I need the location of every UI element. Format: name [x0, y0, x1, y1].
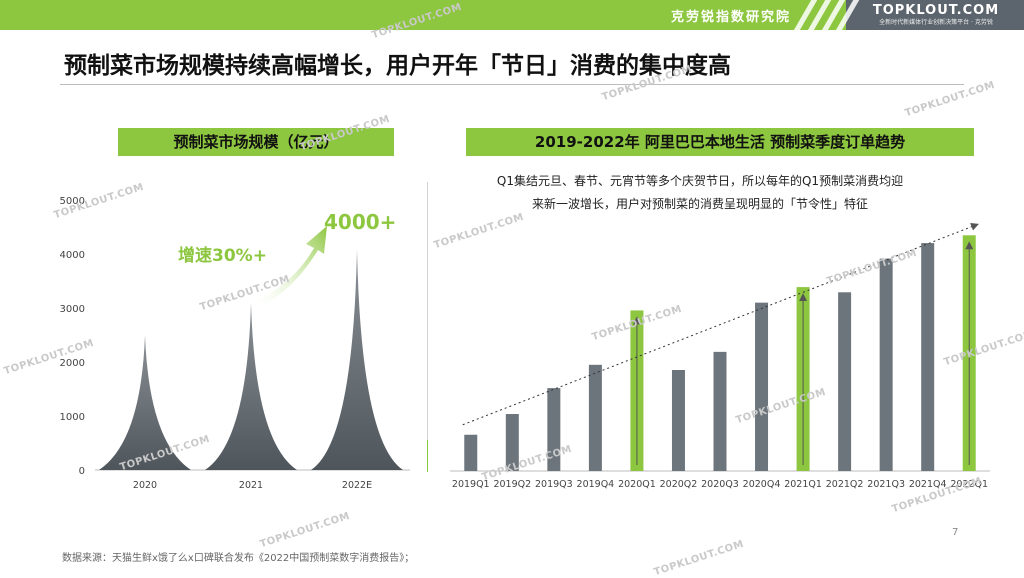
order-bar	[713, 351, 727, 471]
y-tick-label: 1000	[60, 412, 85, 423]
y-tick-label: 0	[79, 466, 85, 477]
chart-note: Q1集结元旦、春节、元宵节等多个庆贺节日，所以每年的Q1预制菜消费均迎 来新一波…	[470, 170, 930, 216]
x-tick-label: 2021Q3	[867, 479, 905, 490]
x-tick-label: 2020	[133, 480, 157, 491]
x-tick-label: 2020Q1	[618, 479, 656, 490]
market-size-spire	[205, 302, 297, 470]
order-bar	[671, 369, 685, 471]
header-brand-block	[846, 0, 1024, 30]
x-tick-label: 2020Q3	[701, 479, 739, 490]
x-tick-label: 2019Q4	[577, 479, 615, 490]
market-size-spire	[99, 335, 191, 470]
order-bar	[838, 292, 852, 471]
x-tick-label: 2019Q3	[535, 479, 573, 490]
x-tick-label: 2021	[239, 480, 263, 491]
x-tick-label: 2019Q2	[493, 479, 531, 490]
header-bar	[0, 0, 1024, 36]
order-bar	[464, 434, 478, 471]
order-bar	[547, 388, 561, 471]
growth-rate-label: 增速30%+	[178, 245, 267, 266]
page-title: 预制菜市场规模持续高幅增长，用户开年「节日」消费的集中度高	[64, 53, 731, 79]
trend-line	[462, 223, 979, 426]
order-bar	[588, 364, 602, 471]
panel-divider-accent	[427, 440, 428, 472]
x-tick-label: 2021Q4	[909, 479, 947, 490]
market-size-spire	[311, 248, 403, 470]
y-tick-label: 4000	[60, 250, 85, 261]
panel-divider	[427, 182, 428, 444]
quarterly-orders-chart: 2019Q1 2019Q2 2019Q3 2019Q4 2020Q1 2020Q2 2020…	[450, 223, 990, 490]
y-tick-label: 2000	[60, 358, 85, 369]
y-tick-label: 3000	[60, 304, 85, 315]
brand-name: TOPKLOUT.COM	[872, 3, 1000, 18]
highlight-value-label: 4000+	[324, 210, 396, 234]
x-tick-label: 2019Q1	[452, 479, 490, 490]
x-tick-label: 2022Q1	[950, 479, 988, 490]
data-source: 数据来源：天猫生鲜x饿了么x口碑联合发布《2022中国预制菜数字消费报告》；	[62, 553, 415, 564]
brand-logo: TOPKLOUT.COM 全新时代新媒体行业创新决策平台 · 克劳锐	[852, 3, 1020, 27]
x-tick-label: 2022E	[342, 480, 372, 491]
growth-arrow	[258, 226, 327, 306]
org-name: 克劳锐指数研究院	[670, 10, 791, 25]
order-bar	[505, 414, 519, 471]
left-panel-title: 预制菜市场规模（亿元）	[118, 128, 394, 156]
y-tick-label: 5000	[60, 196, 85, 207]
right-panel-title: 2019-2022年 阿里巴巴本地生活 预制菜季度订单趋势	[466, 128, 974, 156]
market-size-chart: 0 1000 2000 3000 4000 5000 2020 2021 2022E 增速30%+…	[60, 196, 410, 491]
brand-tagline: 全新时代新媒体行业创新决策平台 · 克劳锐	[879, 19, 993, 26]
chart-note-line-2: 来新一波增长，用户对预制菜的消费呈现明显的「节令性」特征	[531, 197, 868, 211]
x-tick-label: 2021Q2	[826, 479, 864, 490]
x-tick-label: 2021Q1	[784, 479, 822, 490]
page-number: 7	[952, 527, 959, 538]
x-tick-label: 2020Q4	[743, 479, 781, 490]
chart-note-line-1: Q1集结元旦、春节、元宵节等多个庆贺节日，所以每年的Q1预制菜消费均迎	[496, 174, 904, 188]
order-bar	[755, 302, 769, 471]
order-bar	[921, 243, 935, 471]
x-tick-label: 2020Q2	[660, 479, 698, 490]
title-divider	[60, 84, 964, 85]
order-bar	[879, 258, 893, 471]
